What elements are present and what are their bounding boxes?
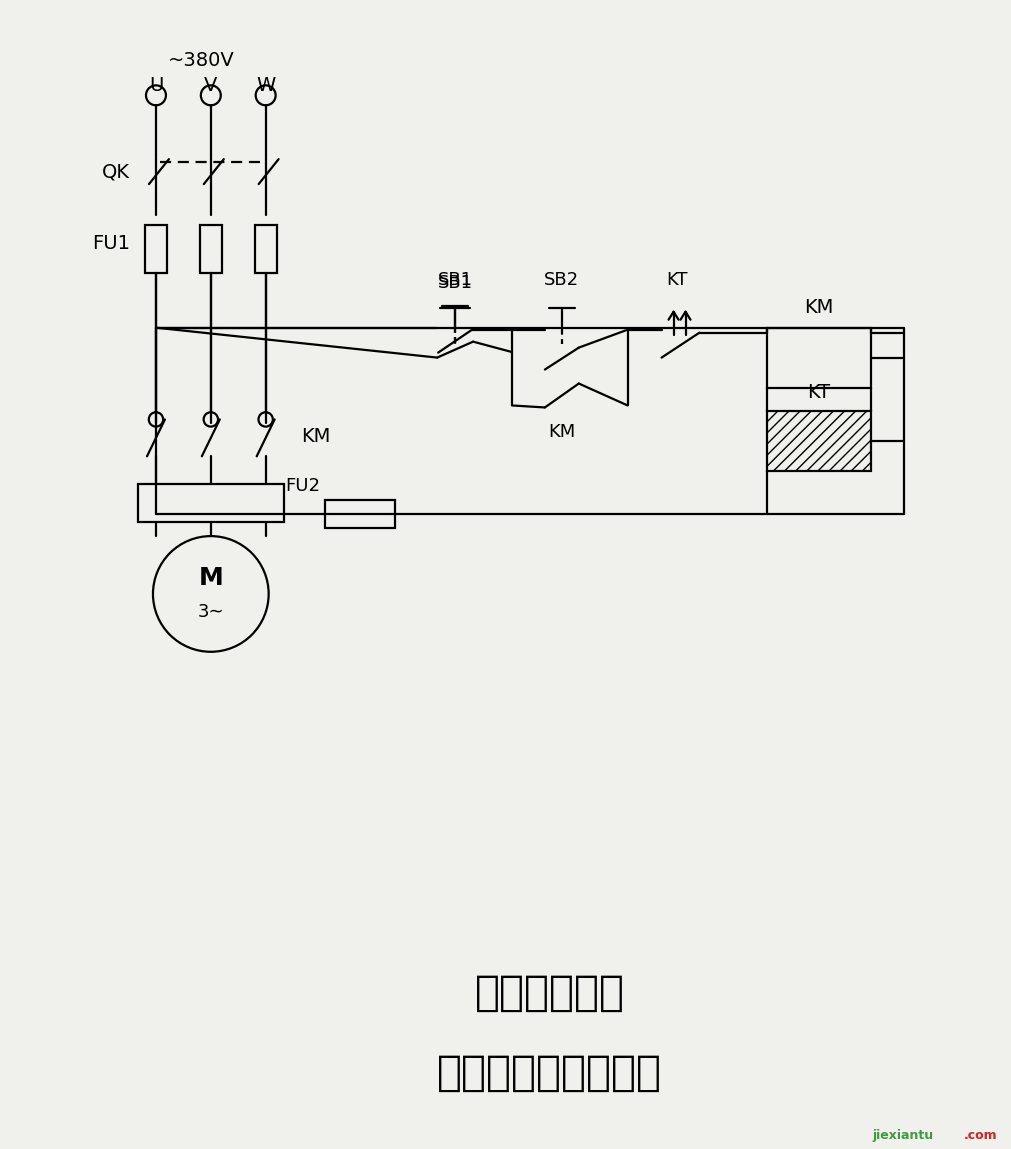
Text: SB1: SB1: [437, 271, 472, 288]
Text: KM: KM: [548, 423, 575, 441]
Text: 3∼: 3∼: [197, 603, 223, 620]
Bar: [145, 225, 167, 272]
Bar: [199, 225, 221, 272]
Text: jiexiantu: jiexiantu: [871, 1129, 933, 1142]
Text: KM: KM: [804, 299, 833, 317]
Bar: [326, 500, 395, 529]
Circle shape: [200, 85, 220, 106]
Circle shape: [146, 85, 166, 106]
Bar: [766, 327, 870, 387]
Bar: [255, 225, 276, 272]
Text: SB2: SB2: [544, 271, 579, 288]
Text: SB1: SB1: [437, 273, 472, 292]
Circle shape: [258, 412, 273, 426]
Text: W: W: [256, 76, 275, 95]
Text: M: M: [198, 566, 223, 589]
Text: FU2: FU2: [285, 477, 320, 495]
Text: V: V: [204, 76, 217, 95]
Text: KM: KM: [300, 427, 330, 446]
Text: KT: KT: [665, 271, 686, 288]
Text: ~380V: ~380V: [167, 51, 234, 70]
Text: 电动机时间控制电路: 电动机时间控制电路: [437, 1051, 662, 1094]
Circle shape: [149, 412, 163, 426]
Circle shape: [256, 85, 275, 106]
Circle shape: [203, 412, 217, 426]
Circle shape: [153, 537, 268, 651]
Text: .com: .com: [962, 1129, 997, 1142]
Text: U: U: [149, 76, 163, 95]
Bar: [137, 484, 283, 522]
Text: KT: KT: [807, 383, 830, 402]
Text: 单台三相异步: 单台三相异步: [474, 972, 624, 1013]
Text: FU1: FU1: [92, 234, 130, 254]
Text: QK: QK: [102, 163, 130, 182]
Bar: [766, 411, 870, 471]
